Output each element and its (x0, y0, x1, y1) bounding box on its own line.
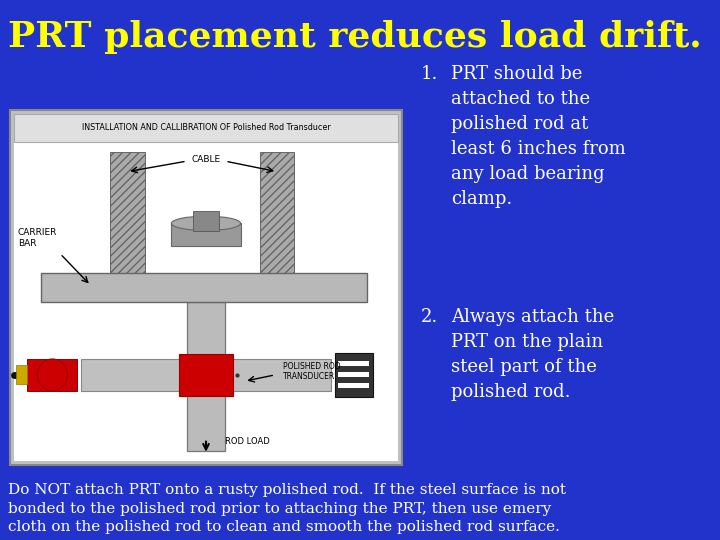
Bar (110, 152, 145, 286)
Bar (260, 152, 294, 286)
Bar (338, 372, 369, 377)
Bar (171, 224, 240, 246)
Bar (16, 365, 27, 384)
Bar (338, 383, 369, 388)
Text: 1.: 1. (421, 65, 438, 83)
Bar (335, 353, 373, 397)
Text: INSTALLATION AND CALLIBRATION OF Polished Rod Transducer: INSTALLATION AND CALLIBRATION OF Polishe… (81, 124, 330, 132)
Text: CABLE: CABLE (192, 155, 220, 164)
Bar (10, 110, 402, 465)
Bar (192, 211, 220, 231)
Text: POLISHED ROD
TRANSDUCER: POLISHED ROD TRANSDUCER (283, 362, 341, 381)
Bar (338, 361, 369, 366)
Text: PRT placement reduces load drift.: PRT placement reduces load drift. (8, 20, 702, 54)
Bar (27, 359, 77, 391)
Ellipse shape (37, 359, 68, 391)
Bar (186, 301, 225, 451)
Bar (179, 354, 233, 396)
Bar (81, 359, 330, 391)
Bar (41, 273, 367, 301)
Ellipse shape (171, 216, 240, 231)
Text: CARRIER
BAR: CARRIER BAR (18, 228, 57, 247)
Text: 2.: 2. (421, 308, 438, 326)
Text: ROD LOAD: ROD LOAD (225, 437, 270, 447)
Text: Always attach the
PRT on the plain
steel part of the
polished rod.: Always attach the PRT on the plain steel… (451, 308, 614, 401)
Bar (14, 114, 398, 142)
Text: Do NOT attach PRT onto a rusty polished rod.  If the steel surface is not
bonded: Do NOT attach PRT onto a rusty polished … (8, 483, 566, 534)
Text: PRT should be
attached to the
polished rod at
least 6 inches from
any load beari: PRT should be attached to the polished r… (451, 65, 626, 208)
Bar (14, 142, 398, 461)
